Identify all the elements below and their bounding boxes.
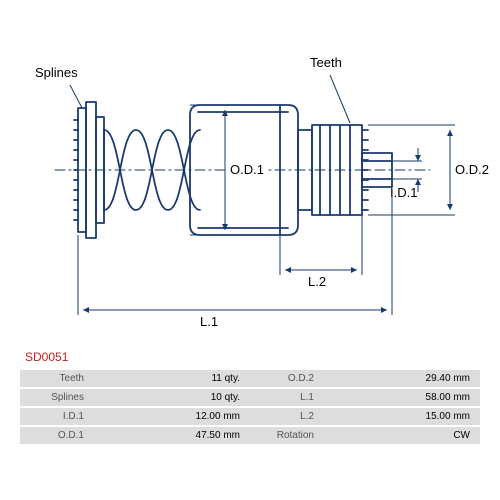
part-code: SD0051 [25, 350, 68, 364]
spec-value: 11 qty. [90, 370, 250, 388]
label-od2: O.D.2 [455, 162, 489, 177]
spec-value: 12.00 mm [90, 407, 250, 426]
label-l1: L.1 [200, 314, 218, 329]
spec-label: Rotation [250, 426, 320, 444]
spec-value: 15.00 mm [320, 407, 480, 426]
spec-value: 29.40 mm [320, 370, 480, 388]
table-row: I.D.1 12.00 mm L.2 15.00 mm [20, 407, 480, 426]
spec-label: L.1 [250, 388, 320, 407]
label-od1: O.D.1 [228, 162, 266, 177]
spec-label: Teeth [20, 370, 90, 388]
spec-table: Teeth 11 qty. O.D.2 29.40 mm Splines 10 … [20, 370, 480, 444]
label-teeth: Teeth [310, 55, 342, 70]
spec-label: Splines [20, 388, 90, 407]
table-row: Splines 10 qty. L.1 58.00 mm [20, 388, 480, 407]
label-id1: I.D.1 [390, 185, 417, 200]
spec-value: 10 qty. [90, 388, 250, 407]
spec-label: I.D.1 [20, 407, 90, 426]
table-row: O.D.1 47.50 mm Rotation CW [20, 426, 480, 444]
spec-label: L.2 [250, 407, 320, 426]
table-row: Teeth 11 qty. O.D.2 29.40 mm [20, 370, 480, 388]
technical-drawing: Splines Teeth O.D.1 O.D.2 I.D.1 L.2 L.1 [30, 30, 470, 340]
spec-label: O.D.1 [20, 426, 90, 444]
label-l2: L.2 [308, 274, 326, 289]
spec-label: O.D.2 [250, 370, 320, 388]
spec-value: 47.50 mm [90, 426, 250, 444]
spec-value: CW [320, 426, 480, 444]
label-splines: Splines [35, 65, 78, 80]
spec-value: 58.00 mm [320, 388, 480, 407]
